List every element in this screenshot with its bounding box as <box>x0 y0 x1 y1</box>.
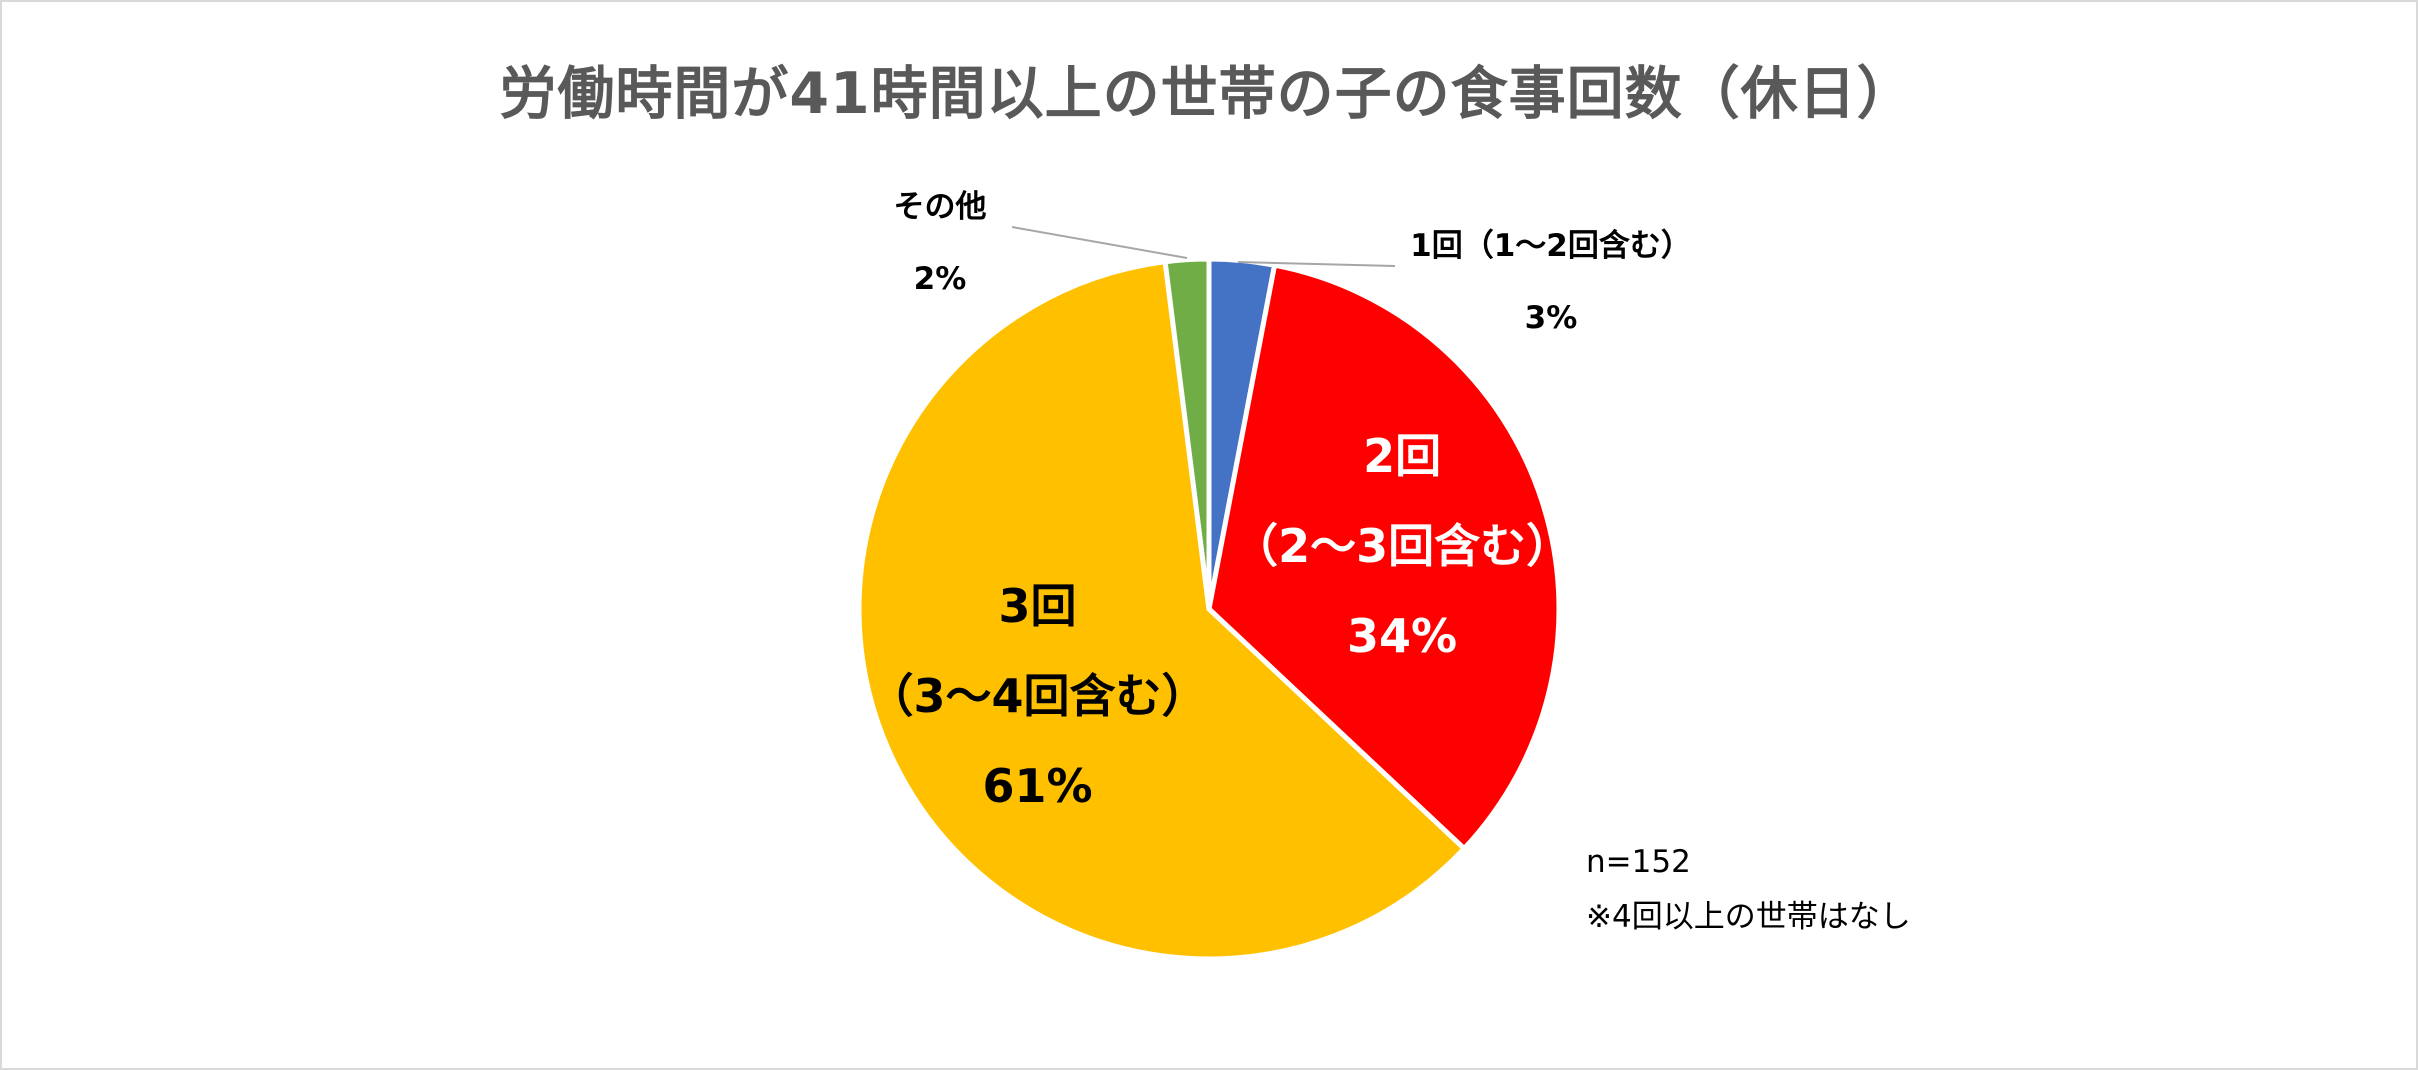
slice-label-2kai-sub: （2～3回含む） <box>1232 519 1573 574</box>
pie-slice-1 <box>1206 262 1562 852</box>
chart-title: 労働時間が41時間以上の世帯の子の食事回数（休日） <box>499 61 1915 127</box>
slice-label-other-value: 2% <box>913 261 967 297</box>
leader-lines <box>1011 226 1396 267</box>
slice-label-2kai: 2回 （2～3回含む） 34% <box>1232 411 1572 681</box>
footnote: ※4回以上の世帯はなし <box>1586 899 1911 935</box>
slice-label-other-name: その他 <box>893 189 987 225</box>
slice-label-3kai-name: 3回 <box>998 579 1077 634</box>
slice-label-1kai-value: 3% <box>1524 300 1578 336</box>
slice-label-3kai-sub: （3～4回含む） <box>867 669 1208 724</box>
pie-slices <box>856 256 1562 962</box>
sample-size-note: n=152 <box>1586 844 1691 880</box>
slice-label-2kai-value: 34% <box>1347 609 1458 664</box>
chart-notes: n=152 ※4回以上の世帯はなし <box>1586 835 1911 945</box>
leader-line-3 <box>1011 226 1188 259</box>
slice-label-3kai: 3回 （3～4回含む） 61% <box>867 561 1207 831</box>
leader-line-0 <box>1237 261 1396 267</box>
slice-label-2kai-name: 2回 <box>1363 429 1442 484</box>
pie-slice-2 <box>856 259 1467 962</box>
slice-label-3kai-value: 61% <box>982 759 1093 814</box>
slice-label-1kai: 1回（1～2回含む） 3% <box>1410 210 1692 354</box>
slice-label-other: その他 2% <box>894 171 987 315</box>
slice-label-1kai-name: 1回（1～2回含む） <box>1410 228 1692 264</box>
pie-slice-3 <box>1162 256 1212 612</box>
